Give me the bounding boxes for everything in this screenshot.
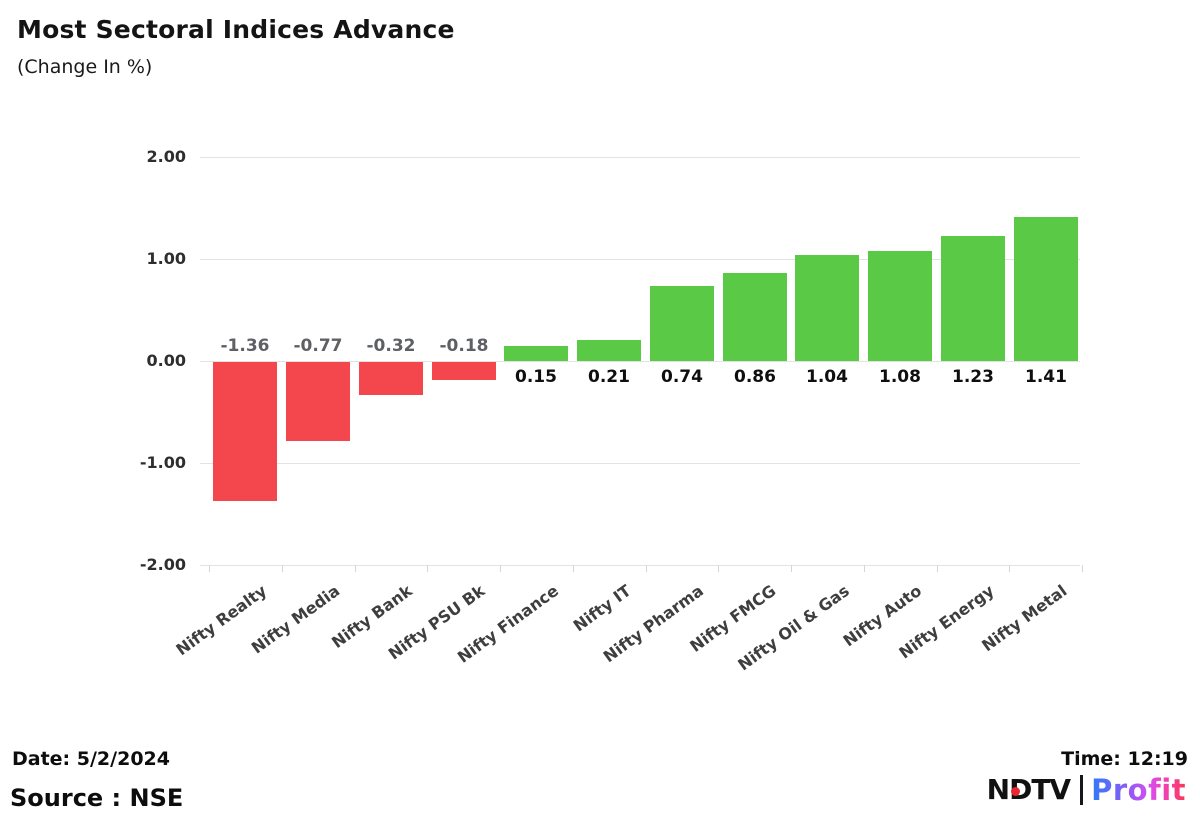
x-axis-tick — [1082, 565, 1083, 572]
gridline--1.00 — [200, 463, 1080, 464]
bar-nifty-auto — [868, 251, 932, 361]
x-axis-tick — [936, 565, 938, 572]
value-label-nifty-finance: 0.15 — [515, 367, 557, 387]
ndtv-logo-red-dot-icon — [1010, 787, 1020, 796]
footer-date: Date: 5/2/2024 — [12, 748, 170, 770]
bar-nifty-oil-gas — [795, 255, 859, 361]
x-axis-tick — [791, 565, 792, 572]
ndtv-logo-text: NDTV — [986, 772, 1071, 808]
logo-separator — [1080, 775, 1084, 805]
value-label-nifty-metal: 1.41 — [1025, 367, 1067, 387]
bar-nifty-realty — [213, 362, 277, 501]
gridline-0.00 — [200, 361, 1080, 362]
footer-time: Time: 12:19 — [1061, 748, 1188, 770]
bar-nifty-fmcg — [723, 273, 787, 361]
x-axis-tick — [572, 565, 574, 572]
x-axis-tick — [645, 565, 647, 572]
x-axis-tick — [209, 565, 210, 572]
bar-nifty-metal — [1014, 217, 1078, 361]
x-axis-tick — [718, 565, 720, 572]
value-label-nifty-bank: -0.32 — [366, 336, 416, 356]
category-label-nifty-it: Nifty IT — [569, 581, 635, 636]
value-label-nifty-media: -0.77 — [293, 336, 343, 356]
bar-nifty-bank — [359, 362, 423, 395]
profit-logo-text: Profit — [1091, 773, 1186, 807]
y-axis-label: 1.00 — [146, 249, 186, 268]
x-axis-tick — [281, 565, 283, 572]
value-label-nifty-pharma: 0.74 — [661, 367, 703, 387]
y-axis-label: -2.00 — [139, 555, 186, 574]
bar-nifty-finance — [504, 346, 568, 361]
value-label-nifty-energy: 1.23 — [952, 367, 994, 387]
footer-source: Source : NSE — [10, 784, 184, 812]
bar-nifty-it — [577, 340, 641, 361]
bar-nifty-media — [286, 362, 350, 441]
value-label-nifty-it: 0.21 — [588, 367, 630, 387]
bar-nifty-psu-bk — [432, 362, 496, 380]
bar-nifty-pharma — [650, 286, 714, 361]
ndtv-logo-letters: NDTV — [986, 773, 1071, 806]
gridline-1.00 — [200, 259, 1080, 260]
x-axis-tick — [500, 565, 501, 572]
value-label-nifty-realty: -1.36 — [220, 336, 270, 356]
y-axis-label: 2.00 — [146, 147, 186, 166]
value-label-nifty-oil-gas: 1.04 — [806, 367, 848, 387]
page-title: Most Sectoral Indices Advance — [17, 15, 455, 44]
y-axis-label: 0.00 — [146, 351, 186, 370]
gridline-2.00 — [200, 157, 1080, 158]
x-axis-tick — [863, 565, 865, 572]
gridline--2.00 — [200, 565, 1080, 566]
x-axis-tick — [427, 565, 429, 572]
x-axis-tick — [1009, 565, 1011, 572]
ndtv-profit-logo: NDTV Profit — [987, 772, 1186, 808]
bar-nifty-energy — [941, 236, 1005, 361]
value-label-nifty-fmcg: 0.86 — [734, 367, 776, 387]
y-axis-label: -1.00 — [139, 453, 186, 472]
page-subtitle: (Change In %) — [17, 56, 153, 78]
x-axis-tick — [354, 565, 356, 572]
value-label-nifty-auto: 1.08 — [879, 367, 921, 387]
value-label-nifty-psu-bk: -0.18 — [439, 336, 489, 356]
